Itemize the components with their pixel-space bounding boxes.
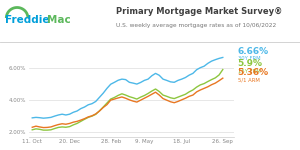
Text: 5/1 ARM: 5/1 ARM: [238, 77, 260, 82]
Text: U.S. weekly average mortgage rates as of 10/06/2022: U.S. weekly average mortgage rates as of…: [116, 23, 276, 28]
Text: Mac: Mac: [46, 15, 70, 25]
Text: 6.66%: 6.66%: [238, 47, 269, 56]
Text: 15Y FRM: 15Y FRM: [238, 69, 260, 74]
Text: 30Y FRM: 30Y FRM: [238, 56, 260, 61]
Text: Freddie: Freddie: [4, 15, 49, 25]
Text: 5.36%: 5.36%: [238, 68, 269, 77]
Text: 5.9%: 5.9%: [238, 59, 262, 68]
Text: Primary Mortgage Market Survey®: Primary Mortgage Market Survey®: [116, 7, 282, 16]
